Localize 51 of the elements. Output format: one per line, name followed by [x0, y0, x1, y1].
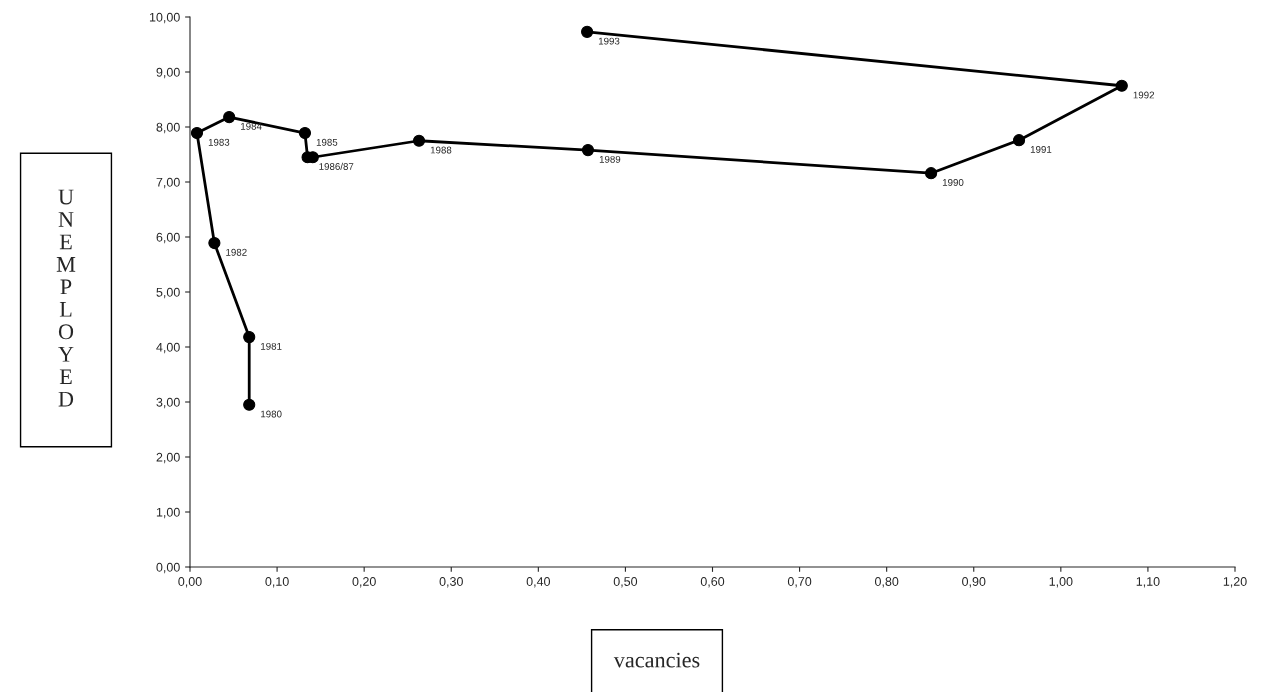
annotation: 1984 [241, 122, 262, 130]
x-tick-label: 0,10 [265, 577, 289, 588]
point [412, 134, 426, 147]
y-tick-label: 10,00 [149, 12, 180, 24]
annotation: 1993 [598, 37, 620, 45]
point [581, 144, 595, 157]
x-axis-title: vacancies [613, 652, 700, 668]
point [243, 331, 256, 344]
text: UNEMPLOYED [56, 189, 76, 407]
x-tick-label: 1,20 [1223, 577, 1247, 588]
point [581, 25, 594, 38]
annotation: 1985 [316, 138, 338, 146]
x-tick-label: 0,00 [178, 577, 202, 588]
annotation: 1983 [208, 138, 230, 146]
point [223, 111, 236, 124]
point [298, 126, 312, 140]
y-tick-label: 8,00 [156, 122, 180, 134]
x-tick-label: 0,30 [439, 577, 463, 588]
y-tick-label: 5,00 [156, 287, 180, 299]
x-tick-label: 0,90 [962, 577, 986, 588]
x-tick-label: 0,50 [613, 577, 638, 588]
x-tick-label: 1,00 [1049, 577, 1073, 588]
annotation: 1990 [942, 179, 964, 186]
point [1012, 134, 1026, 147]
point [208, 236, 221, 250]
annotation: 1981 [261, 342, 282, 350]
point [190, 126, 204, 140]
y-tick-label: 0,00 [156, 562, 180, 574]
y-tick-label: 2,00 [156, 452, 180, 464]
annotation: 1986/87 [319, 162, 354, 170]
y-tick-label: 7,00 [156, 177, 180, 189]
annotation: 1991 [1030, 146, 1052, 153]
annotation: 1980 [261, 410, 282, 418]
point [243, 398, 256, 411]
annotation: 1988 [430, 146, 452, 154]
annotation: 1989 [599, 155, 621, 163]
x-tick-label: 0,60 [700, 577, 725, 588]
y-tick-label: 4,00 [156, 342, 180, 354]
x-tick-label: 0,80 [874, 577, 899, 588]
x-tick-label: 0,20 [352, 577, 376, 588]
annotation: 1992 [1133, 91, 1155, 99]
y-tick-label: 3,00 [156, 397, 180, 409]
x-tick-label: 1,10 [1136, 577, 1160, 588]
point [925, 167, 938, 180]
y-tick-label: 1,00 [156, 507, 180, 519]
y-tick-label: 9,00 [156, 67, 180, 79]
annotation: 1982 [226, 248, 247, 256]
x-tick-label: 0,70 [787, 577, 812, 588]
point [1115, 79, 1128, 92]
y-tick-label: 6,00 [156, 232, 180, 244]
x-tick-label: 0,40 [526, 577, 551, 588]
